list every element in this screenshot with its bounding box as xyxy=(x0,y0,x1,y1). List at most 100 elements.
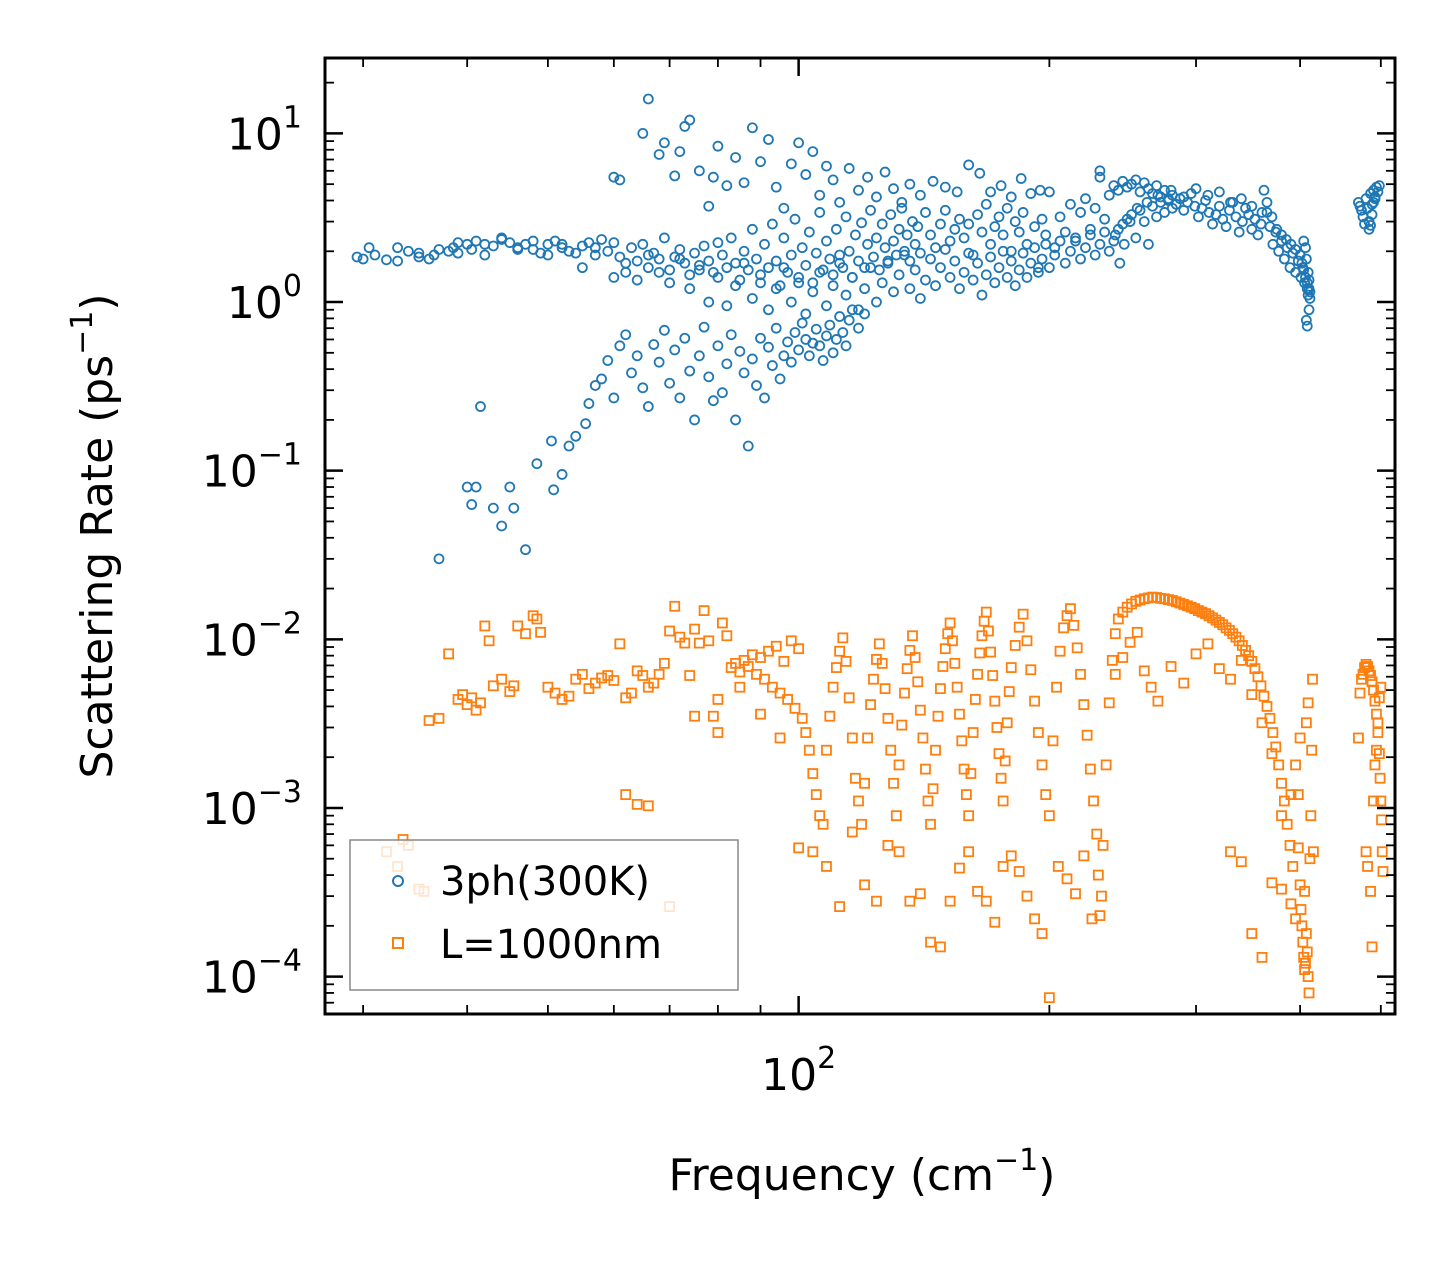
point-l1000nm-121 xyxy=(927,783,939,795)
point-3ph-95 xyxy=(862,238,873,250)
point-3ph-93 xyxy=(856,217,867,229)
point-3ph-73 xyxy=(789,213,801,225)
point-3ph-250 xyxy=(487,502,499,514)
point-3ph-337 xyxy=(707,171,719,183)
point-3ph-465 xyxy=(1084,229,1096,241)
point-3ph-299 xyxy=(766,360,778,371)
point-l1000nm-344 xyxy=(1043,992,1055,1004)
point-3ph-416 xyxy=(853,304,864,316)
point-3ph-298 xyxy=(763,341,774,353)
point-l1000nm-55 xyxy=(707,710,719,722)
point-3ph-369 xyxy=(985,186,996,198)
point-l1000nm-345 xyxy=(1052,861,1064,872)
point-3ph-327 xyxy=(637,128,649,139)
point-l1000nm-73 xyxy=(782,694,794,705)
point-3ph-489 xyxy=(1131,202,1143,214)
point-3ph-194 xyxy=(1246,223,1258,235)
point-3ph-383 xyxy=(542,249,554,261)
point-l1000nm-303 xyxy=(1366,941,1378,953)
point-l1000nm-316 xyxy=(734,681,746,693)
point-3ph-332 xyxy=(674,146,686,158)
point-l1000nm-326 xyxy=(882,839,894,851)
point-l1000nm-125 xyxy=(937,661,949,672)
point-3ph-242 xyxy=(1366,209,1378,221)
y-tick-base-1: 10 xyxy=(227,278,283,329)
point-l1000nm-249 xyxy=(1300,928,1312,939)
point-3ph-311 xyxy=(810,323,822,335)
point-l1000nm-265 xyxy=(1145,681,1157,693)
point-3ph-33 xyxy=(602,245,614,257)
point-3ph-397 xyxy=(712,272,724,283)
y-tick-base-4: 10 xyxy=(202,784,258,835)
point-3ph-401 xyxy=(746,293,758,304)
point-3ph-279 xyxy=(679,332,691,344)
point-l1000nm-239 xyxy=(1287,861,1299,872)
point-3ph-135 xyxy=(1009,216,1021,227)
point-3ph-396 xyxy=(703,296,715,308)
point-3ph-42 xyxy=(653,253,665,265)
y-tick-label-1: 100 xyxy=(227,269,302,329)
point-l1000nm-53 xyxy=(698,605,710,617)
point-3ph-28 xyxy=(570,247,582,259)
point-3ph-428 xyxy=(920,274,931,286)
point-3ph-110 xyxy=(904,255,916,267)
point-l1000nm-323 xyxy=(846,826,858,838)
point-3ph-454 xyxy=(1032,266,1044,278)
point-l1000nm-178 xyxy=(1084,763,1096,775)
point-l1000nm-173 xyxy=(1068,619,1080,631)
point-3ph-79 xyxy=(810,247,822,259)
point-3ph-2 xyxy=(363,242,375,254)
point-3ph-340 xyxy=(730,152,741,163)
point-l1000nm-330 xyxy=(925,936,936,948)
point-3ph-484 xyxy=(1166,202,1178,214)
point-3ph-330 xyxy=(659,137,670,149)
point-l1000nm-320 xyxy=(807,846,819,858)
point-l1000nm-117 xyxy=(917,732,929,744)
point-l1000nm-298 xyxy=(1376,846,1388,858)
point-3ph-251 xyxy=(496,520,508,532)
point-l1000nm-276 xyxy=(1266,748,1278,760)
point-3ph-491 xyxy=(1152,189,1164,201)
point-3ph-366 xyxy=(951,186,963,198)
point-l1000nm-234 xyxy=(1273,759,1285,771)
point-l1000nm-26 xyxy=(542,681,554,693)
point-3ph-147 xyxy=(1059,226,1071,238)
point-l1000nm-182 xyxy=(1094,910,1106,921)
point-3ph-411 xyxy=(821,300,832,312)
point-3ph-319 xyxy=(837,327,849,338)
point-l1000nm-102 xyxy=(876,657,888,669)
point-3ph-487 xyxy=(1118,238,1130,250)
point-3ph-322 xyxy=(846,304,858,316)
point-3ph-342 xyxy=(746,122,758,134)
point-l1000nm-263 xyxy=(1131,626,1143,638)
point-3ph-88 xyxy=(840,211,852,223)
point-l1000nm-226 xyxy=(1249,663,1261,675)
point-l1000nm-51 xyxy=(689,623,700,635)
point-3ph-17 xyxy=(487,240,499,252)
point-l1000nm-355 xyxy=(1276,883,1287,895)
point-3ph-405 xyxy=(778,262,790,274)
point-3ph-284 xyxy=(703,371,715,383)
point-3ph-120 xyxy=(944,235,956,247)
point-3ph-257 xyxy=(548,484,560,496)
point-l1000nm-230 xyxy=(1261,701,1273,712)
point-3ph-464 xyxy=(1080,242,1091,254)
point-l1000nm-235 xyxy=(1276,777,1287,789)
point-3ph-306 xyxy=(793,344,805,356)
point-l1000nm-350 xyxy=(1225,846,1236,858)
point-l1000nm-356 xyxy=(1285,898,1297,910)
point-3ph-152 xyxy=(1084,223,1096,235)
point-3ph-456 xyxy=(1040,238,1052,250)
point-3ph-278 xyxy=(674,392,686,404)
point-3ph-379 xyxy=(479,249,491,261)
point-3ph-435 xyxy=(954,283,965,295)
point-3ph-83 xyxy=(824,253,836,265)
point-3ph-412 xyxy=(827,280,839,292)
point-3ph-108 xyxy=(899,245,910,257)
point-3ph-438 xyxy=(967,274,979,286)
point-l1000nm-72 xyxy=(778,655,790,667)
point-3ph-325 xyxy=(608,171,620,183)
point-3ph-433 xyxy=(944,272,956,283)
point-3ph-156 xyxy=(1103,189,1115,201)
point-l1000nm-44 xyxy=(653,668,665,680)
